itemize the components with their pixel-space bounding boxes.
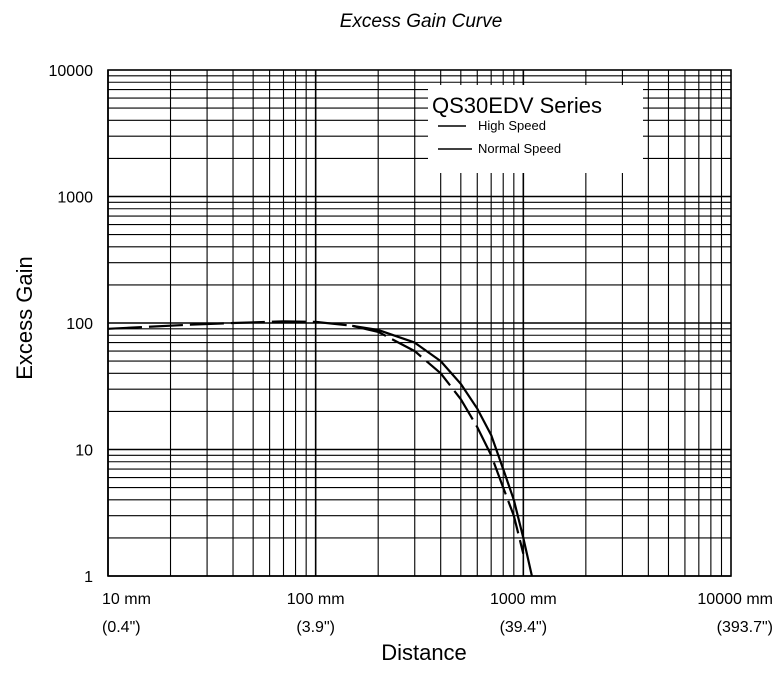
x-tick-sublabel: (393.7") — [717, 619, 773, 636]
x-tick-sublabel: (0.4") — [102, 619, 141, 636]
series-line — [352, 324, 533, 577]
x-tick-label: 1000 mm — [490, 591, 557, 608]
y-tick-labels: 1 10 100 1000 10000 — [49, 63, 94, 586]
y-tick-label: 10000 — [49, 63, 94, 80]
y-tick-label: 1 — [84, 569, 93, 586]
grid-layer — [107, 70, 731, 577]
x-tick-sublabel: (3.9") — [296, 619, 335, 636]
series-line — [107, 320, 525, 554]
x-tick-sublabel: (39.4") — [500, 619, 547, 636]
y-axis-title: Excess Gain — [12, 256, 37, 380]
legend-entries: High Speed Normal Speed — [438, 118, 561, 156]
legend-label: High Speed — [478, 118, 546, 133]
legend-title: QS30EDV Series — [432, 93, 602, 118]
series-layer — [107, 320, 533, 577]
x-tick-label: 10 mm — [102, 591, 151, 608]
y-tick-label: 10 — [75, 443, 93, 460]
y-tick-label: 1000 — [57, 190, 93, 207]
chart-title: Excess Gain Curve — [340, 11, 503, 32]
x-tick-label: 10000 mm — [697, 591, 773, 608]
x-axis-title: Distance — [381, 640, 467, 665]
legend-box — [428, 85, 643, 173]
legend: QS30EDV Series High Speed Normal Speed — [428, 85, 643, 173]
y-tick-label: 100 — [66, 316, 93, 333]
legend-label: Normal Speed — [478, 141, 561, 156]
plot-frame — [107, 69, 732, 577]
x-tick-label: 100 mm — [287, 591, 345, 608]
x-tick-labels: 10 mm (0.4") 100 mm (3.9") 1000 mm (39.4") 100… — [102, 591, 773, 636]
